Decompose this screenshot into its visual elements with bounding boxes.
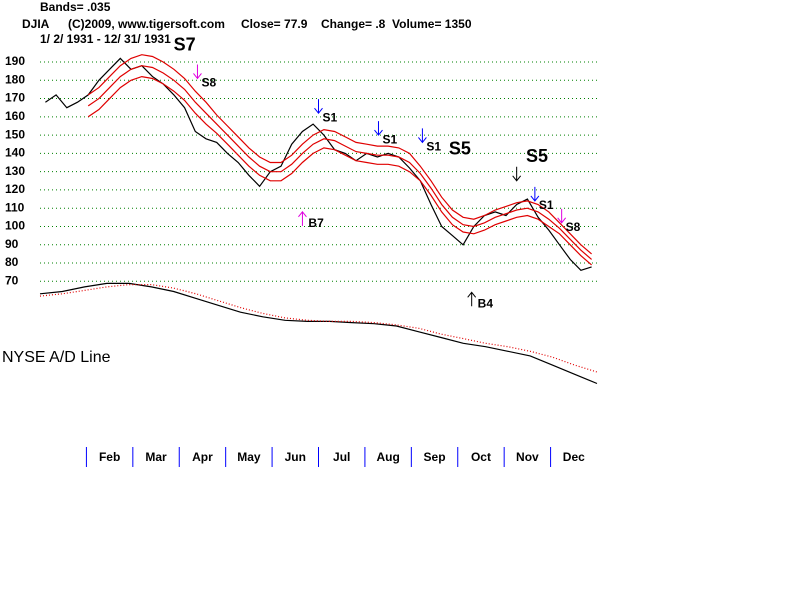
signal-label: S8 xyxy=(566,220,581,234)
x-tick-label: Oct xyxy=(471,450,491,464)
signal-arrow xyxy=(298,211,307,226)
y-tick-label: 140 xyxy=(5,146,25,160)
signal-arrow xyxy=(467,291,477,307)
y-tick-label: 110 xyxy=(5,200,25,214)
x-tick-label: Jun xyxy=(285,450,306,464)
signal-arrow xyxy=(512,166,522,182)
y-tick-label: 80 xyxy=(5,255,19,269)
y-tick-label: 150 xyxy=(5,127,25,141)
y-tick-label: 160 xyxy=(5,109,25,123)
series-line xyxy=(87,75,592,266)
x-tick-label: Apr xyxy=(192,450,213,464)
signal-arrow xyxy=(193,64,202,80)
x-tick-label: Feb xyxy=(99,450,120,464)
x-tick-label: Jul xyxy=(333,450,350,464)
series-line xyxy=(87,65,592,260)
x-tick-label: Mar xyxy=(145,450,167,464)
series-line xyxy=(39,284,598,373)
copyright: (C)2009, www.tigersoft.com xyxy=(68,17,225,31)
signal-arrow xyxy=(374,121,383,136)
y-tick-label: 90 xyxy=(5,237,19,251)
signal-label: S1 xyxy=(323,110,338,124)
series-line xyxy=(45,57,592,271)
signal-label: S1 xyxy=(426,140,441,154)
signal-label: B4 xyxy=(478,296,494,310)
ad-title: NYSE A/D Line xyxy=(2,349,111,366)
signal-label-large: S5 xyxy=(449,138,471,158)
x-tick-label: Aug xyxy=(376,450,399,464)
index-name: DJIA xyxy=(22,17,50,31)
signal-label-large: S7 xyxy=(174,34,196,54)
x-tick-label: Nov xyxy=(516,450,539,464)
y-tick-label: 130 xyxy=(5,164,25,178)
x-tick-label: May xyxy=(237,450,261,464)
series-line xyxy=(39,282,598,385)
signal-arrow xyxy=(418,128,427,144)
signal-arrow xyxy=(314,99,323,114)
y-tick-label: 180 xyxy=(5,72,25,86)
signal-arrow xyxy=(530,186,540,202)
signal-label-large: S5 xyxy=(526,146,548,166)
date-range: 1/ 2/ 1931 - 12/ 31/ 1931 xyxy=(40,32,171,46)
close-label: Close= 77.9 xyxy=(241,17,308,31)
series-line xyxy=(87,54,592,255)
volume-label: Volume= 1350 xyxy=(392,17,472,31)
y-tick-label: 100 xyxy=(5,219,25,233)
signal-label: S1 xyxy=(382,132,397,146)
y-tick-label: 70 xyxy=(5,273,19,287)
y-tick-label: 190 xyxy=(5,54,25,68)
x-tick-label: Sep xyxy=(424,450,446,464)
signal-label: B7 xyxy=(308,216,324,230)
x-tick-label: Dec xyxy=(563,450,585,464)
change-label: Change= .8 xyxy=(321,17,386,31)
signal-arrow xyxy=(557,208,567,224)
signal-label: S8 xyxy=(201,76,216,90)
y-tick-label: 170 xyxy=(5,91,25,105)
y-tick-label: 120 xyxy=(5,182,25,196)
bands-label: Bands= .035 xyxy=(40,0,111,14)
signal-label: S1 xyxy=(539,198,554,212)
